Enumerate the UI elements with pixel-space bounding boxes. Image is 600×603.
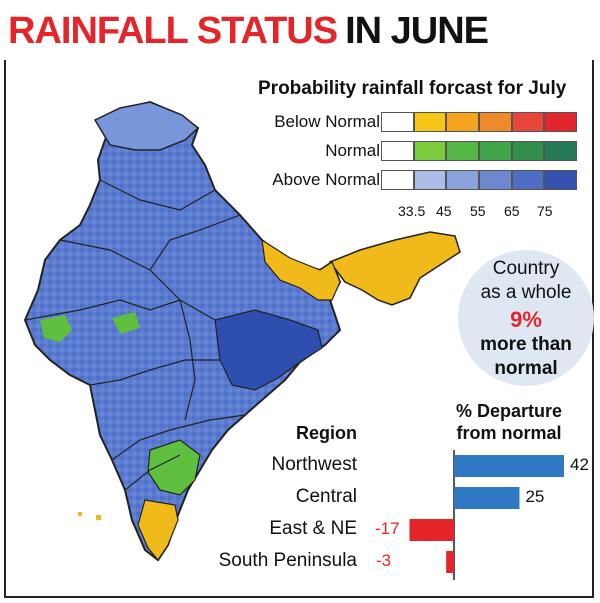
swatch: [446, 170, 480, 190]
bar-central: [454, 487, 520, 509]
map-islands-lakshadweep: [78, 512, 82, 516]
bar-northwest: [454, 455, 564, 477]
legend-swatches-above-normal: [381, 170, 578, 190]
legend-tick: 75: [537, 203, 553, 219]
swatch: [446, 112, 480, 132]
map-islands-lakshadweep-2: [96, 515, 101, 520]
title-red: RAINFALL STATUS: [8, 10, 338, 52]
map-mainland: [23, 100, 342, 562]
swatch: [544, 112, 578, 132]
legend-label-normal: Normal: [325, 141, 380, 160]
swatch: [479, 112, 512, 132]
map-east-yellow: [261, 238, 341, 301]
swatch: [479, 141, 512, 161]
title-black: IN JUNE: [345, 10, 489, 52]
swatch: [413, 141, 447, 161]
country-summary-badge: Country as a whole 9% more than normal: [458, 250, 594, 386]
region-column-header: Region: [296, 423, 357, 443]
country-percent: 9%: [510, 307, 542, 332]
region-label: Central: [295, 486, 357, 507]
swatch: [479, 170, 512, 190]
map-south-green: [147, 439, 201, 496]
bar-east-ne: [409, 519, 454, 541]
swatch: [446, 141, 480, 161]
legend-swatches-normal: [381, 141, 578, 161]
legend-label-below-normal: Below Normal: [274, 112, 380, 131]
legend-tick: 65: [504, 203, 520, 219]
map-central-green: [112, 312, 140, 334]
country-line3: more than: [480, 334, 572, 355]
bar-value-label: -3: [376, 551, 392, 570]
country-line1: Country: [492, 258, 560, 279]
region-label: East & NE: [269, 518, 357, 539]
swatch: [413, 112, 447, 132]
swatch: [544, 141, 578, 161]
map-north-region: [93, 101, 200, 151]
legend-tick: 55: [470, 203, 486, 219]
map-state-borders: [24, 179, 246, 491]
bar-value-label: -17: [375, 519, 400, 538]
map-northeast-region: [328, 231, 461, 306]
legend-swatches-below-normal: [381, 112, 578, 132]
map-east-dark: [214, 309, 323, 391]
legend-title: Probability rainfall forcast for July: [258, 78, 567, 99]
departure-chart-title: % Departure from normal: [455, 401, 563, 443]
country-line2: as a whole: [480, 282, 572, 303]
bar-value-label: 25: [525, 487, 545, 506]
swatch: [381, 141, 414, 161]
legend-label-above-normal: Above Normal: [272, 170, 380, 189]
map-south-yellow: [137, 499, 179, 562]
header: RAINFALL STATUS IN JUNE: [0, 0, 600, 60]
legend-tick: 33.5: [398, 203, 426, 219]
map-west-green: [40, 315, 72, 342]
swatch: [413, 170, 447, 190]
swatch: [511, 170, 545, 190]
region-label: Northwest: [271, 454, 357, 475]
bar-south-peninsula: [446, 551, 454, 573]
swatch: [544, 170, 578, 190]
forecast-legend: Probability rainfall forcast for July Be…: [248, 70, 590, 220]
swatch: [511, 112, 545, 132]
legend-tick: 45: [436, 203, 452, 219]
region-label: South Peninsula: [218, 550, 357, 571]
page-title: RAINFALL STATUS IN JUNE: [8, 10, 489, 53]
country-line4: normal: [494, 358, 558, 379]
bar-value-label: 42: [570, 455, 589, 474]
swatch: [381, 170, 414, 190]
swatch: [381, 112, 414, 132]
swatch: [511, 141, 545, 161]
